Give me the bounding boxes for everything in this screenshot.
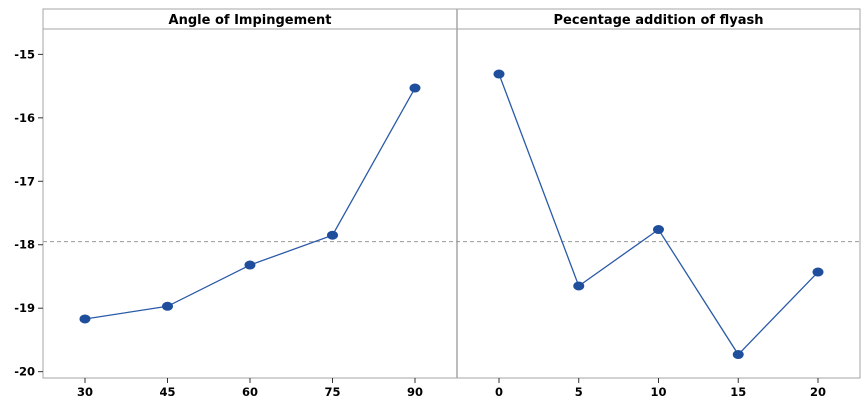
panel-title: Angle of Impingement	[169, 13, 332, 28]
x-tick-label: 75	[324, 385, 340, 399]
plot-frame	[42, 8, 861, 379]
data-point	[573, 281, 585, 291]
y-axis: -15 -16 -17 -18 -19 -20	[14, 47, 43, 379]
x-tick-label: 60	[242, 385, 258, 399]
y-tick-label: -16	[14, 111, 35, 125]
plot-border	[42, 8, 861, 379]
y-tick-label: -15	[14, 47, 35, 61]
x-tick-label: 30	[77, 385, 93, 399]
y-tick-label: -19	[14, 301, 35, 315]
data-point	[79, 314, 91, 324]
y-tick-label: -20	[14, 365, 35, 379]
x-tick-label: 5	[575, 385, 583, 399]
x-tick-label: 45	[159, 385, 175, 399]
x-axis: 30 45 60 75 90 0 5 10 15 20	[77, 378, 826, 399]
x-tick-label: 15	[730, 385, 746, 399]
data-point	[653, 225, 664, 235]
data-point	[732, 350, 744, 360]
data-point	[493, 69, 505, 79]
data-point	[409, 83, 421, 93]
y-tick-label: -18	[14, 238, 35, 252]
x-tick-label: 0	[495, 385, 503, 399]
y-tick-label: -17	[14, 174, 35, 188]
data-point	[162, 301, 173, 311]
panel-title: Pecentage addition of flyash	[554, 13, 764, 28]
series-line	[498, 73, 819, 356]
data-point	[812, 267, 824, 277]
panel-titles: Angle of Impingement Pecentage addition o…	[169, 13, 764, 28]
x-tick-label: 90	[407, 385, 423, 399]
data-point	[327, 230, 338, 240]
series-line	[84, 87, 416, 320]
x-tick-label: 20	[810, 385, 826, 399]
data-series	[79, 69, 824, 360]
data-point	[244, 260, 256, 270]
x-tick-label: 10	[650, 385, 666, 399]
